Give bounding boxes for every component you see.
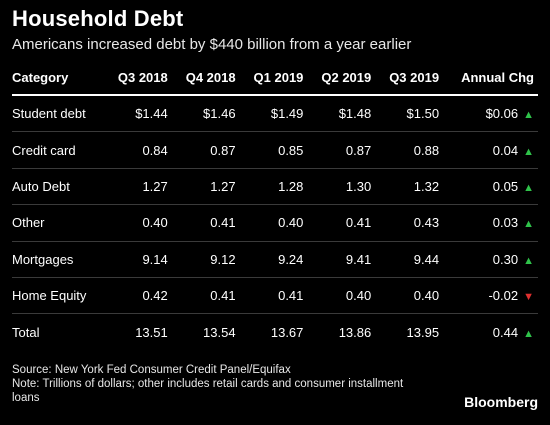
- change-value: -0.02: [488, 288, 519, 304]
- value-cell: $1.50: [375, 95, 444, 133]
- change-value: 0.30: [492, 251, 519, 267]
- category-cell: Other: [12, 204, 104, 242]
- value-cell: $1.49: [239, 95, 308, 133]
- change-value: 0.04: [492, 142, 519, 158]
- value-cell: 9.24: [239, 241, 308, 278]
- change-value: 0.44: [492, 324, 519, 340]
- header-row: Category Q3 2018 Q4 2018 Q1 2019 Q2 2019…: [12, 60, 538, 96]
- value-cell: 0.40: [307, 277, 376, 315]
- column-header: Q3 2018: [103, 60, 172, 96]
- column-header: Q3 2019: [375, 60, 444, 96]
- value-cell: 9.14: [103, 241, 172, 278]
- value-cell: 13.54: [203, 324, 236, 340]
- triangle-up-icon: ▲: [523, 218, 534, 231]
- table-body: Student debt $1.44 $1.46 $1.49 $1.48 $1.50 $0.…: [12, 95, 538, 350]
- triangle-up-icon: ▲: [523, 109, 534, 122]
- column-header: Category: [12, 60, 104, 96]
- value-cell: 13.86: [338, 324, 372, 340]
- change-value: 0.05: [492, 178, 519, 194]
- bloomberg-logo: Bloomberg: [464, 394, 538, 410]
- triangle-up-icon: ▲: [523, 327, 534, 340]
- value-cell: 0.84: [103, 131, 172, 169]
- change-value: 0.03: [492, 215, 519, 231]
- value-cell: 0.41: [239, 277, 308, 315]
- value-cell: 9.44: [375, 241, 444, 278]
- value-cell: 13.51: [135, 324, 168, 340]
- value-cell: $1.44: [103, 95, 172, 133]
- table-row: Total 13.51 13.54 13.67 13.86 13.95 0.44 ▲: [12, 314, 538, 350]
- annual-change-cell: 0.44 ▲: [443, 314, 538, 350]
- annual-change-cell: 0.30 ▲: [443, 241, 538, 278]
- value-cell: 1.28: [239, 168, 308, 206]
- annual-change-cell: $0.06 ▲: [443, 95, 538, 133]
- value-cell: 13.95: [406, 324, 440, 340]
- value-cell: $1.48: [307, 95, 376, 133]
- value-cell: 1.30: [307, 168, 376, 206]
- category-cell: Auto Debt: [12, 168, 104, 206]
- column-header: Annual Chg: [443, 60, 538, 96]
- annual-change-cell: 0.05 ▲: [443, 168, 538, 206]
- annual-change-cell: -0.02 ▼: [443, 277, 538, 315]
- category-cell: Credit card: [12, 131, 104, 169]
- value-cell: 0.87: [171, 131, 240, 169]
- value-cell: 1.27: [103, 168, 172, 206]
- column-header: Q4 2018: [171, 60, 240, 96]
- units-note: Note: Trillions of dollars; other includ…: [12, 378, 404, 404]
- value-cell: 0.41: [171, 277, 240, 315]
- footnotes: Source: New York Fed Consumer Credit Pan…: [12, 363, 432, 405]
- value-cell: 0.41: [307, 204, 376, 242]
- value-cell: 1.27: [171, 168, 240, 206]
- value-cell: 9.41: [307, 241, 376, 278]
- table-row: Student debt $1.44 $1.46 $1.49 $1.48 $1.50 $0.…: [12, 95, 538, 133]
- column-header: Q2 2019: [307, 60, 376, 96]
- value-cell: 0.43: [375, 204, 444, 242]
- value-cell: 0.41: [171, 204, 240, 242]
- category-cell: Student debt: [12, 95, 104, 133]
- table-row: Credit card 0.84 0.87 0.85 0.87 0.88 0.04 ▲: [12, 131, 538, 169]
- table-row: Other 0.40 0.41 0.40 0.41 0.43 0.03 ▲: [12, 204, 538, 242]
- category-cell: Total: [12, 324, 40, 340]
- annual-change-cell: 0.04 ▲: [443, 131, 538, 169]
- value-cell: 13.67: [270, 324, 304, 340]
- category-cell: Home Equity: [12, 277, 104, 315]
- triangle-up-icon: ▲: [523, 181, 534, 194]
- debt-table: Category Q3 2018 Q4 2018 Q1 2019 Q2 2019…: [12, 60, 538, 350]
- table-row: Auto Debt 1.27 1.27 1.28 1.30 1.32 0.05 ▲: [12, 168, 538, 206]
- table-row: Mortgages 9.14 9.12 9.24 9.41 9.44 0.30 ▲: [12, 241, 538, 278]
- value-cell: 1.32: [375, 168, 444, 206]
- chart-subtitle: Americans increased debt by $440 billion…: [12, 36, 412, 53]
- chart-title: Household Debt: [12, 6, 184, 31]
- value-cell: $1.46: [171, 95, 240, 133]
- source-note: Source: New York Fed Consumer Credit Pan…: [12, 364, 291, 376]
- change-value: $0.06: [485, 106, 519, 122]
- value-cell: 0.40: [239, 204, 308, 242]
- value-cell: 0.42: [103, 277, 172, 315]
- value-cell: 0.87: [307, 131, 376, 169]
- value-cell: 0.88: [375, 131, 444, 169]
- table-row: Home Equity 0.42 0.41 0.41 0.40 0.40 -0.02 ▼: [12, 277, 538, 315]
- column-header: Q1 2019: [239, 60, 308, 96]
- value-cell: 0.40: [375, 277, 444, 315]
- category-cell: Mortgages: [12, 241, 104, 278]
- triangle-up-icon: ▲: [523, 254, 534, 267]
- value-cell: 0.85: [239, 131, 308, 169]
- triangle-down-icon: ▼: [523, 291, 534, 304]
- annual-change-cell: 0.03 ▲: [443, 204, 538, 242]
- value-cell: 9.12: [171, 241, 240, 278]
- value-cell: 0.40: [103, 204, 172, 242]
- triangle-up-icon: ▲: [523, 145, 534, 158]
